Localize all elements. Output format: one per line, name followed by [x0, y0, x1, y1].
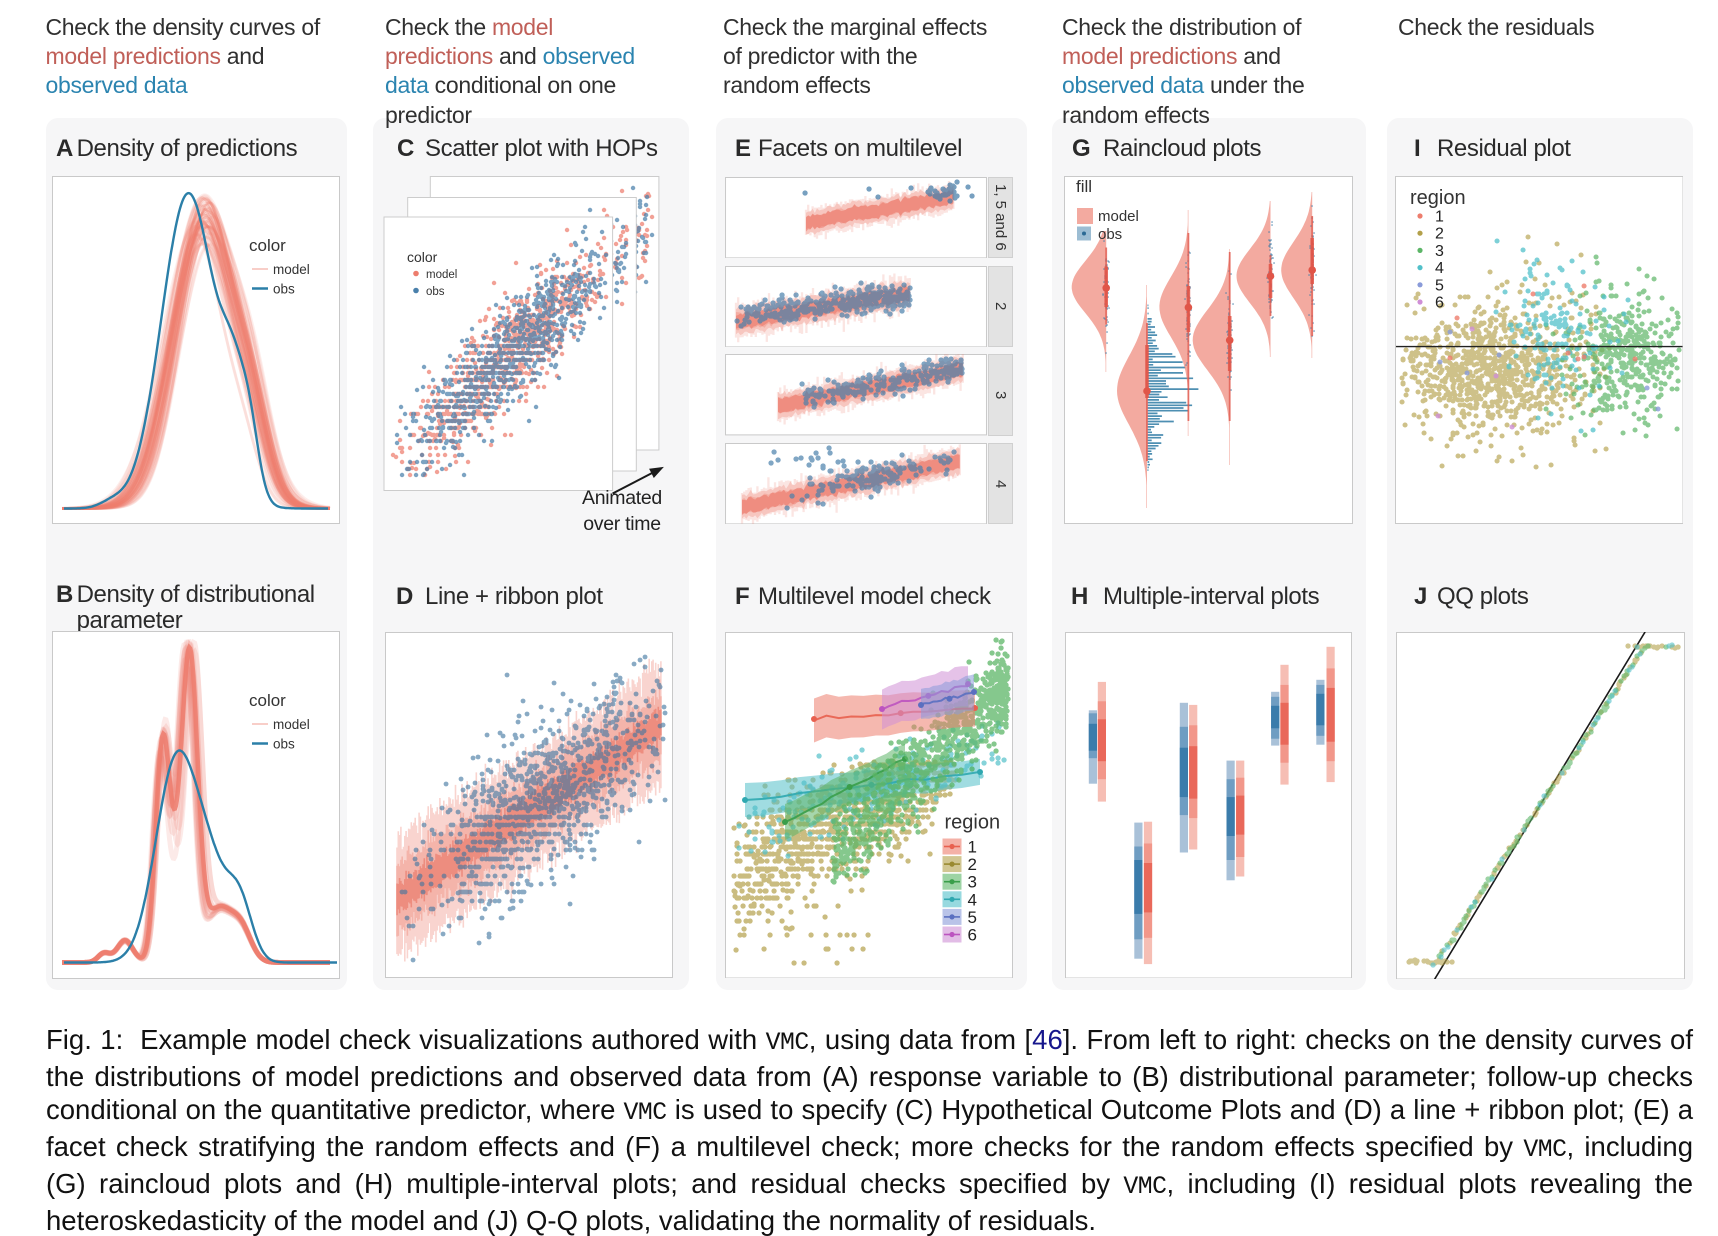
- svg-text:1: 1: [1435, 208, 1444, 225]
- svg-text:5: 5: [1435, 277, 1444, 294]
- svg-text:6: 6: [1435, 294, 1444, 311]
- svg-text:color: color: [249, 691, 286, 710]
- svg-text:model: model: [426, 269, 457, 281]
- svg-text:fill: fill: [1076, 177, 1092, 196]
- svg-text:obs: obs: [426, 286, 445, 298]
- svg-text:model: model: [1098, 208, 1139, 225]
- svg-text:1: 1: [967, 837, 976, 856]
- svg-text:2: 2: [967, 855, 976, 874]
- svg-text:4: 4: [1435, 260, 1444, 277]
- svg-text:6: 6: [967, 925, 976, 944]
- svg-text:color: color: [249, 236, 286, 255]
- svg-text:obs: obs: [273, 281, 295, 296]
- svg-text:color: color: [407, 249, 438, 265]
- svg-text:3: 3: [967, 872, 976, 891]
- svg-text:obs: obs: [1098, 226, 1122, 243]
- svg-text:3: 3: [1435, 242, 1444, 259]
- svg-text:4: 4: [967, 890, 976, 909]
- svg-text:region: region: [1410, 187, 1466, 209]
- svg-text:model: model: [273, 262, 310, 277]
- svg-text:2: 2: [1435, 225, 1444, 242]
- svg-text:5: 5: [967, 907, 976, 926]
- svg-text:region: region: [944, 811, 1000, 833]
- svg-text:obs: obs: [273, 737, 295, 752]
- svg-text:model: model: [273, 717, 310, 732]
